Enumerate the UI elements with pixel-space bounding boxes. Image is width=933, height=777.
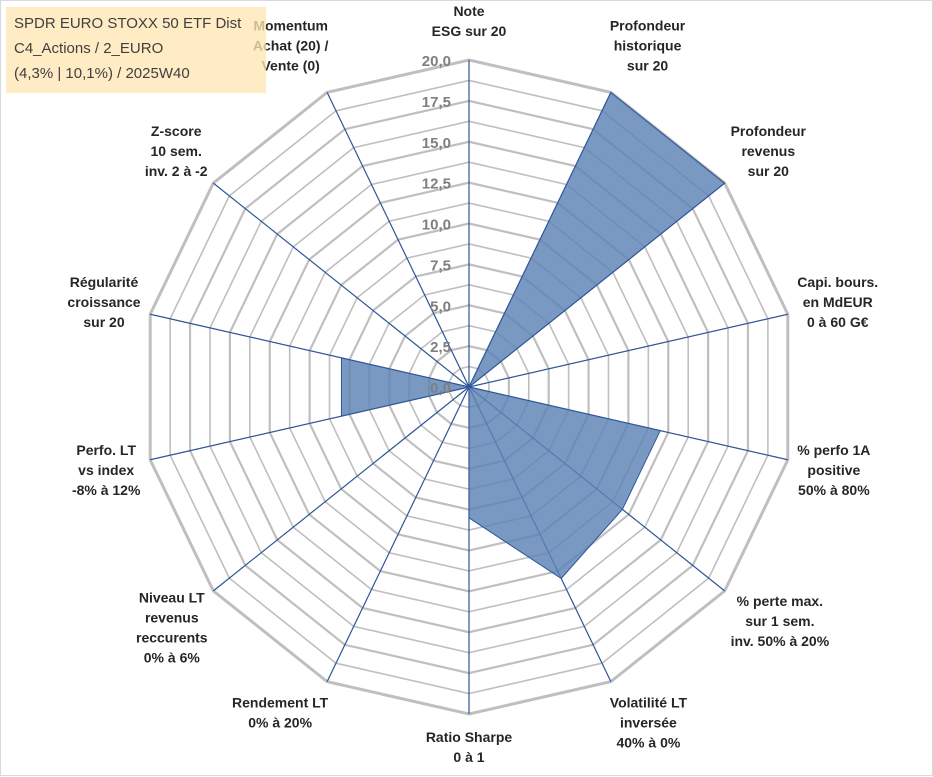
fund-stats: (4,3% | 10,1%) / 2025W40 [14, 65, 190, 82]
tick-label: 15,0 [422, 135, 451, 152]
category-label: Momentum Achat (20) / Vente (0) [253, 17, 329, 73]
series-area [340, 91, 726, 580]
category-label: Ratio Sharpe 0 à 1 [426, 729, 513, 765]
category-label: Rendement LT 0% à 20% [232, 695, 329, 731]
radar-axis-labels: Note ESG sur 20 Profondeur historique sur 20… [67, 3, 878, 765]
fund-name: SPDR EURO STOXX 50 ETF Dist [14, 15, 242, 32]
category-label: % perfo 1A positive 50% à 80% [797, 442, 870, 498]
category-label: Z-score 10 sem. inv. 2 à -2 [145, 123, 208, 179]
tick-label: 10,0 [422, 217, 451, 234]
tick-label: 7,5 [430, 257, 451, 274]
category-label: Volatilité LT inversée 40% à 0% [610, 695, 688, 751]
tick-label: 2,5 [430, 339, 451, 356]
category-label: Profondeur revenus sur 20 [731, 123, 807, 179]
category-label: Perfo. LT vs index -8% à 12% [72, 442, 141, 498]
tick-label: 17,5 [422, 94, 451, 111]
tick-label: 20,0 [422, 53, 451, 70]
radar-spoke [212, 182, 470, 388]
tick-label: 5,0 [430, 298, 451, 315]
category-label: Régularité croissance sur 20 [67, 274, 140, 330]
title-box: SPDR EURO STOXX 50 ETF Dist C4_Actions /… [6, 7, 266, 93]
radar-spoke [326, 92, 470, 388]
category-label: Capi. bours. en MdEUR 0 à 60 G€ [797, 274, 878, 330]
category-label: Niveau LT revenus reccurents 0% à 6% [136, 589, 208, 665]
tick-label: 12,5 [422, 176, 451, 193]
radar-spoke [326, 386, 470, 682]
category-label: % perte max. sur 1 sem. inv. 50% à 20% [731, 593, 830, 649]
fund-category: C4_Actions / 2_EURO [14, 40, 164, 57]
category-label: Note ESG sur 20 [432, 3, 507, 39]
radar-spoke [468, 313, 788, 388]
category-label: Profondeur historique sur 20 [610, 17, 686, 73]
tick-label: 0,0 [430, 380, 451, 397]
radar-spoke [212, 386, 470, 592]
radar-tick-labels: 0,0 2,5 5,0 7,5 10,0 12,5 15,0 17,5 20,0 [422, 53, 451, 397]
radar-series [340, 91, 726, 580]
